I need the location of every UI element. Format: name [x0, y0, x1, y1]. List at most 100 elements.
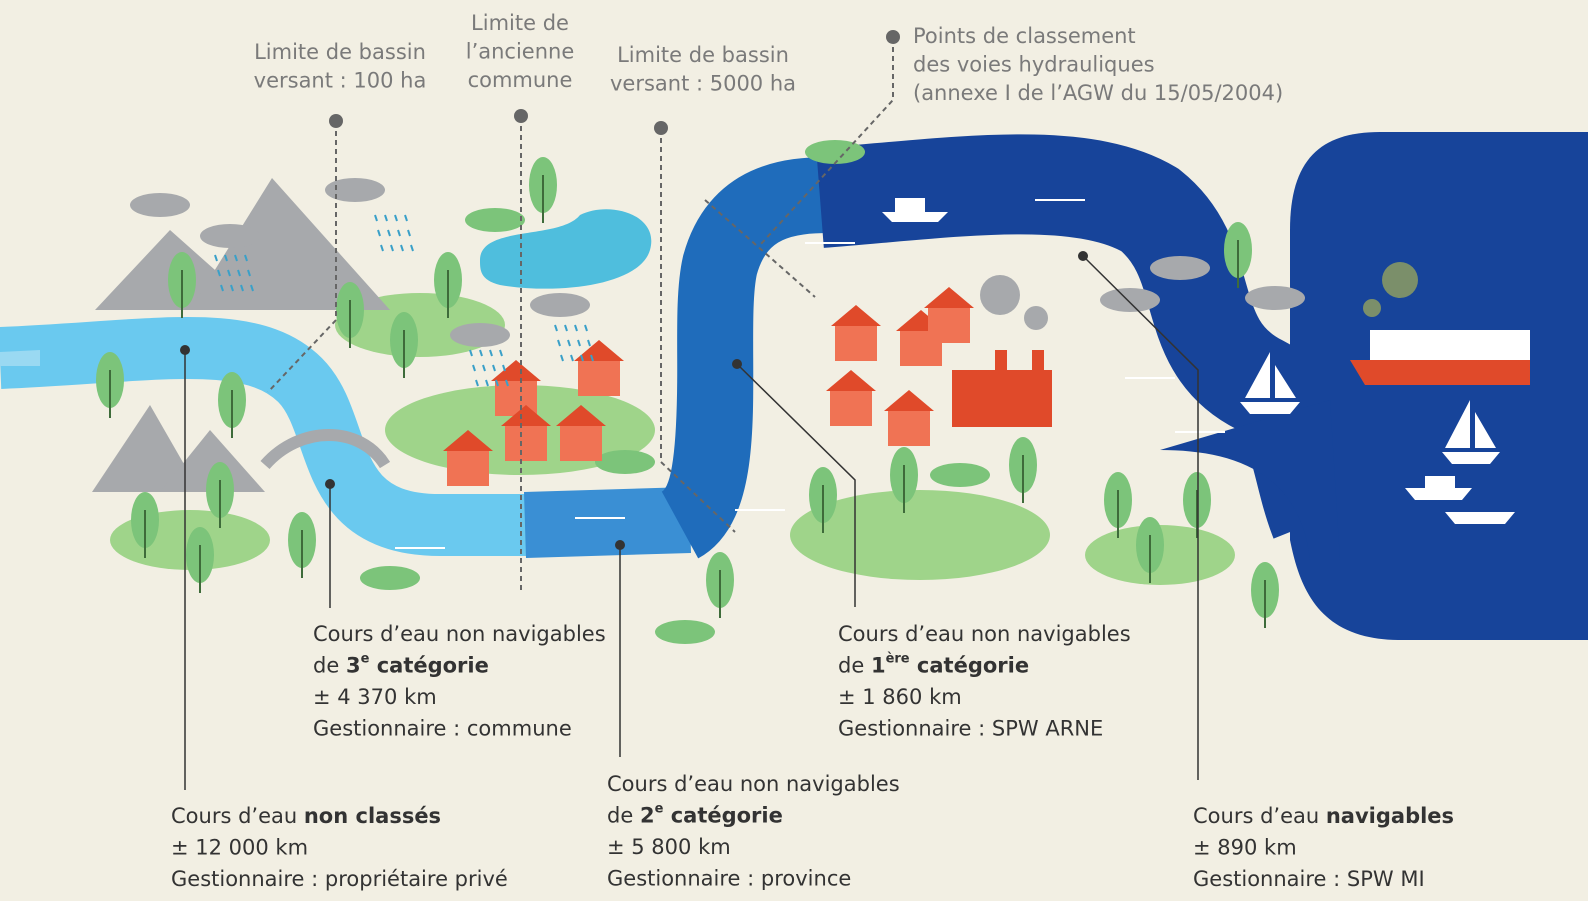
cloud — [200, 224, 260, 248]
category-line: Gestionnaire : SPW MI — [1193, 867, 1425, 891]
house — [835, 325, 877, 361]
category-length: ± 1 860 km — [838, 685, 962, 709]
category-text: de — [313, 654, 346, 678]
house — [505, 425, 547, 461]
category-line: de 3e catégorie — [313, 652, 489, 678]
category-line: Cours d’eau non navigables — [607, 772, 900, 796]
category-manager: Gestionnaire : SPW MI — [1193, 867, 1425, 891]
category-line: Gestionnaire : province — [607, 867, 851, 891]
smoke — [980, 275, 1020, 315]
boundary-label: versant : 100 ha — [254, 69, 427, 93]
sea — [1290, 132, 1588, 640]
category-line: de 2e catégorie — [607, 802, 783, 828]
category-line: ± 12 000 km — [171, 836, 308, 860]
category-text: Cours d’eau non navigables — [607, 772, 900, 796]
house — [578, 360, 620, 396]
category-text: de — [607, 804, 640, 828]
category-text: Cours d’eau non navigables — [838, 622, 1131, 646]
category-bold: catégorie — [663, 804, 782, 828]
category-length: ± 5 800 km — [607, 835, 731, 859]
category-length: ± 12 000 km — [171, 836, 308, 860]
category-text: Cours d’eau non navigables — [313, 622, 606, 646]
ship — [1350, 360, 1530, 385]
category-manager: Gestionnaire : propriétaire privé — [171, 867, 508, 891]
boundary-label: versant : 5000 ha — [610, 72, 796, 96]
smoke — [1382, 262, 1418, 298]
leader-dot — [615, 540, 625, 550]
category-text: Cours d’eau — [1193, 804, 1326, 828]
category-length: ± 4 370 km — [313, 685, 437, 709]
category-length: ± 890 km — [1193, 836, 1297, 860]
category-manager: Gestionnaire : commune — [313, 717, 572, 741]
category-bold: non classés — [304, 804, 441, 828]
house — [560, 425, 602, 461]
category-number: 2 — [640, 804, 655, 828]
cloud — [595, 450, 655, 474]
category-line: Cours d’eau navigables — [1193, 804, 1454, 828]
category-line: de 1ère catégorie — [838, 652, 1029, 678]
house — [447, 450, 489, 486]
boundary-dot — [654, 121, 668, 135]
category-sup: e — [361, 652, 370, 667]
boundary-label: Points de classement — [913, 24, 1136, 48]
category-text: Cours d’eau — [171, 804, 304, 828]
category-text: de — [838, 654, 871, 678]
cloud — [930, 463, 990, 487]
house — [928, 307, 970, 343]
boundary-label: Limite de — [471, 11, 569, 35]
river-source — [0, 350, 40, 366]
boundary-label: des voies hydrauliques — [913, 53, 1155, 77]
chimney — [1032, 350, 1044, 380]
cloud — [450, 323, 510, 347]
cloud — [1150, 256, 1210, 280]
boundary-label: (annexe I de l’AGW du 15/05/2004) — [913, 81, 1283, 105]
cloud — [325, 178, 385, 202]
category-line: Cours d’eau non navigables — [313, 622, 606, 646]
cloud — [805, 140, 865, 164]
category-line: ± 890 km — [1193, 836, 1297, 860]
smoke — [1024, 306, 1048, 330]
river-cat2 — [525, 520, 690, 525]
cloud — [465, 208, 525, 232]
category-number: 1 — [871, 654, 886, 678]
category-bold: catégorie — [910, 654, 1029, 678]
boat — [1445, 512, 1515, 524]
house — [830, 390, 872, 426]
category-sup: e — [655, 802, 664, 817]
category-sup: ère — [886, 652, 910, 667]
chimney — [995, 350, 1007, 380]
category-line: ± 1 860 km — [838, 685, 962, 709]
cloud — [1100, 288, 1160, 312]
category-line: Gestionnaire : commune — [313, 717, 572, 741]
boundary-label: l’ancienne — [466, 40, 575, 64]
category-line: Gestionnaire : propriétaire privé — [171, 867, 508, 891]
category-number: 3 — [346, 654, 361, 678]
category-line: ± 5 800 km — [607, 835, 731, 859]
boundary-label: commune — [468, 68, 573, 92]
leader-dot — [732, 359, 742, 369]
smoke — [1363, 299, 1381, 317]
category-manager: Gestionnaire : province — [607, 867, 851, 891]
category-bold: navigables — [1326, 804, 1454, 828]
house — [888, 410, 930, 446]
ship-deck — [1370, 330, 1530, 360]
category-line: Cours d’eau non navigables — [838, 622, 1131, 646]
cloud — [530, 293, 590, 317]
cloud — [655, 620, 715, 644]
category-line: ± 4 370 km — [313, 685, 437, 709]
cloud — [130, 193, 190, 217]
boundary-dot — [886, 30, 900, 44]
category-line: Cours d’eau non classés — [171, 804, 441, 828]
infographic: Limite de bassin versant : 100 ha Limite d… — [0, 0, 1588, 901]
cloud — [360, 566, 420, 590]
boundary-dot — [329, 114, 343, 128]
cloud — [1245, 286, 1305, 310]
leader-dot — [325, 479, 335, 489]
boundary-dot — [514, 109, 528, 123]
category-bold: catégorie — [369, 654, 488, 678]
leader-dot — [1078, 251, 1088, 261]
boundary-label: Limite de bassin — [617, 43, 789, 67]
leader-dot — [180, 345, 190, 355]
category-line: Gestionnaire : SPW ARNE — [838, 717, 1103, 741]
boundary-label: Limite de bassin — [254, 40, 426, 64]
